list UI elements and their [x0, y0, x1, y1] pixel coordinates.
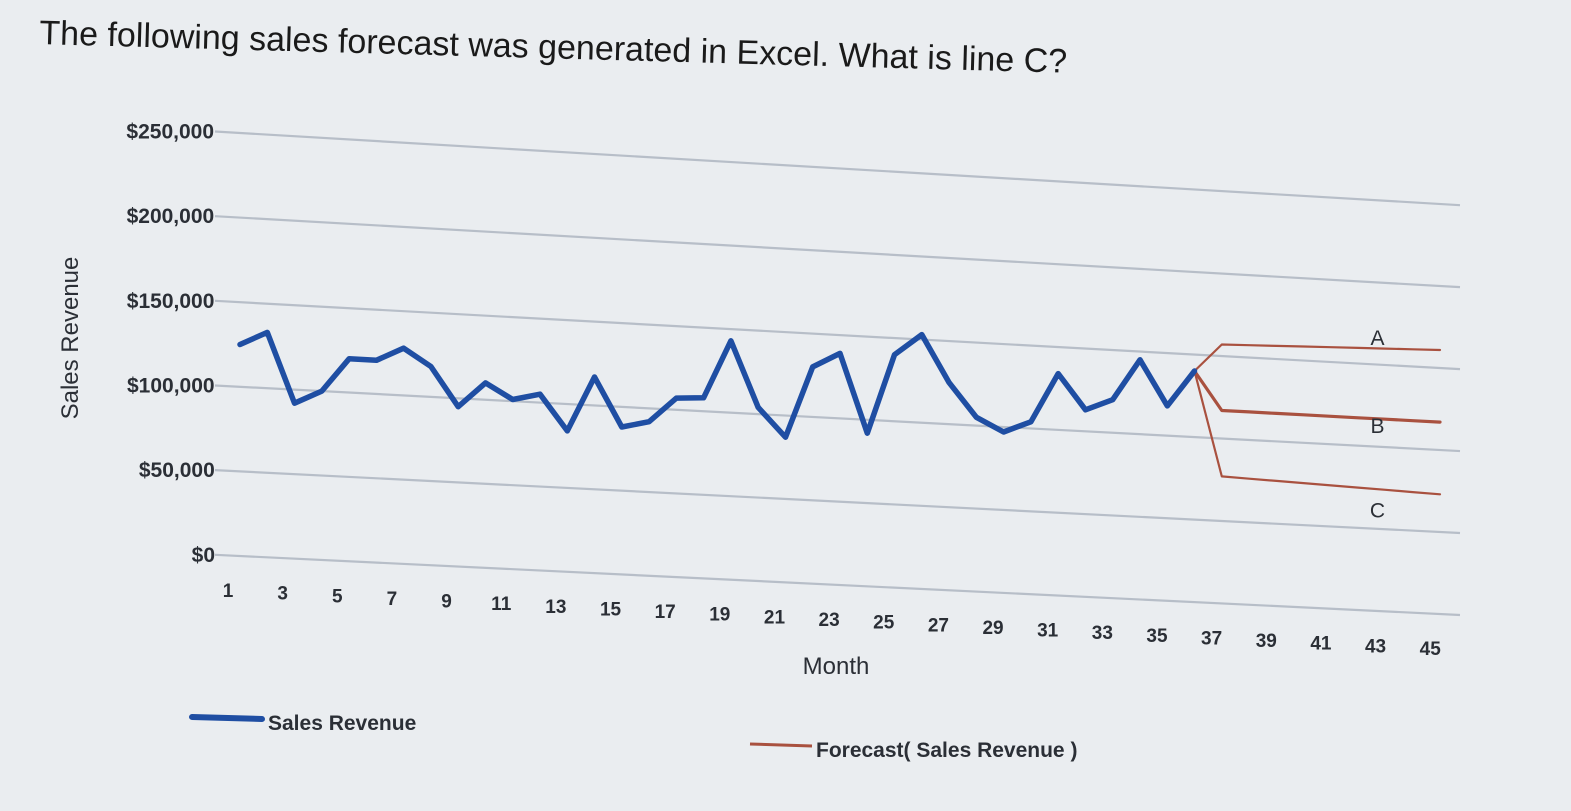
y-tick-label: $150,000: [127, 290, 215, 313]
x-tick-label: 43: [1365, 636, 1386, 657]
x-tick-label: 25: [873, 613, 895, 634]
gridline-100000: [214, 384, 1461, 453]
x-axis-title: Month: [803, 653, 870, 680]
x-tick-label: 15: [600, 599, 622, 620]
x-tick-label: 37: [1201, 628, 1222, 649]
x-tick-label: 5: [332, 586, 343, 607]
x-tick-label: 9: [441, 592, 452, 613]
series-line-forecast: [1192, 369, 1442, 424]
series-line-forecast-upper: [1193, 343, 1442, 373]
legend-label-forecast: Forecast( Sales Revenue ): [816, 739, 1077, 762]
x-tick-label: 41: [1310, 634, 1332, 655]
x-tick-label: 39: [1256, 631, 1277, 652]
annotation-a: A: [1370, 327, 1384, 350]
gridline-0: [214, 553, 1461, 617]
gridline-200000: [214, 215, 1461, 289]
annotation-b: B: [1370, 415, 1384, 438]
x-tick-label: 29: [982, 618, 1003, 639]
x-tick-label: 23: [819, 610, 840, 631]
x-tick-label: 3: [277, 584, 288, 605]
x-tick-label: 33: [1092, 623, 1113, 644]
y-tick-labels: $0 $50,000 $100,000 $150,000 $200,000 $250,00…: [126, 121, 215, 567]
x-tick-label: 45: [1420, 639, 1442, 660]
legend: Sales Revenue Forecast( Sales Revenue ): [189, 712, 1077, 762]
x-tick-label: 1: [223, 581, 234, 602]
gridlines: [214, 130, 1461, 617]
y-tick-label: $0: [192, 544, 215, 567]
y-tick-label: $200,000: [127, 205, 215, 228]
gridline-250000: [214, 130, 1461, 207]
x-tick-label: 17: [655, 602, 676, 623]
y-tick-label: $100,000: [127, 374, 215, 397]
legend-swatch-forecast: [749, 742, 813, 748]
x-tick-label: 35: [1146, 626, 1168, 647]
series-line-sales-revenue: [237, 329, 1198, 440]
series-line-forecast-lower: [1193, 369, 1442, 496]
x-tick-labels: 1 3 5 7 9 11 13 15 17 19 21 23 25 27 29 31 33 35 37 39 41 43 4…: [223, 581, 1441, 660]
y-tick-label: $250,000: [126, 121, 214, 144]
y-axis-title: Sales Revenue: [57, 257, 84, 420]
annotation-c: C: [1370, 499, 1385, 522]
legend-swatch-sales: [189, 714, 265, 722]
x-tick-label: 7: [387, 589, 398, 610]
x-tick-label: 19: [709, 605, 730, 626]
series-lines: [237, 329, 1442, 496]
y-tick-label: $50,000: [139, 459, 215, 482]
x-tick-label: 13: [545, 597, 566, 618]
line-annotations: A B C: [1370, 327, 1385, 523]
x-tick-label: 21: [764, 607, 786, 628]
gridline-50000: [214, 469, 1461, 535]
x-tick-label: 11: [491, 594, 512, 615]
legend-label-sales: Sales Revenue: [268, 712, 416, 735]
x-tick-label: 31: [1037, 621, 1059, 642]
x-tick-label: 27: [928, 615, 949, 636]
gridline-150000: [214, 299, 1461, 371]
